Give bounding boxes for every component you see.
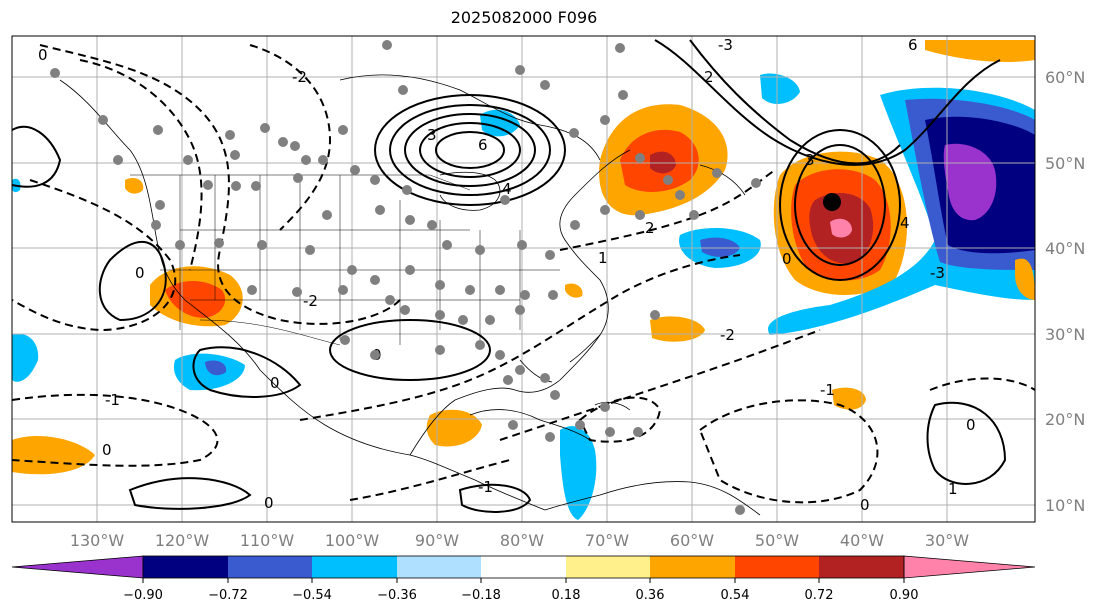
lat-tick-label: 20°N [1045,410,1085,429]
lat-tick-label: 30°N [1045,325,1085,344]
colorbar-tick-label: 0.72 [805,588,834,603]
colorbar-tick-label: 0.54 [721,588,750,603]
lat-axis: 60°N 50°N 40°N 30°N 20°N 10°N [1045,68,1085,515]
colorbar-tick-label: −0.18 [461,588,501,603]
colorbar-tick-label: −0.36 [377,588,417,603]
contour-label: -2 [292,68,307,86]
colorbar-segment [143,556,228,578]
contour-label: -2 [720,326,735,344]
contour-label: -1 [105,391,120,409]
contour-label: -3 [930,264,945,282]
lon-tick-label: 100°W [325,531,380,550]
contour-label: 4 [900,214,910,232]
colorbar-tick-label: 0.90 [890,588,919,603]
contour-label: -1 [478,478,493,496]
colorbar-tick-label: −0.72 [208,588,248,603]
lon-tick-label: 130°W [70,531,125,550]
contour-label: 0 [38,46,48,64]
lon-tick-label: 80°W [500,531,544,550]
contour-label: 0 [264,494,274,512]
contour-label: 0 [135,264,145,282]
contours [12,39,1007,513]
contour-label: 2 [645,219,655,237]
lon-tick-label: 50°W [755,531,799,550]
colorbar-segment [481,556,566,578]
lon-tick-label: 90°W [415,531,459,550]
contour-labels: 0 -2 6 3 4 -3 2 3 2 1 0 -2 0 0 -1 0 0 -1… [38,36,976,514]
contour-label: 1 [598,249,608,267]
contour-label: 0 [860,496,870,514]
contour-label: -3 [718,36,733,54]
colorbar-segment [735,556,819,578]
colorbar-segment [312,556,397,578]
contour-label: 0 [782,250,792,268]
lat-tick-label: 40°N [1045,239,1085,258]
colorbar-tick-label: −0.54 [292,588,332,603]
map-frame [11,35,1036,523]
lon-axis: 130°W 120°W 110°W 100°W 90°W 80°W 70°W 6… [70,531,969,550]
station-dots [50,40,761,515]
storm-center-marker [823,193,841,211]
lat-tick-label: 60°N [1045,68,1085,87]
colorbar-segment [650,556,735,578]
colorbar-tick-label: −0.90 [123,588,163,603]
lon-tick-label: 40°W [840,531,884,550]
colorbar-segment [228,556,312,578]
contour-label: 0 [270,374,280,392]
map-title: 2025082000 F096 [450,8,598,27]
lon-tick-label: 70°W [585,531,629,550]
lon-tick-label: 120°W [155,531,210,550]
colorbar-extend-high [903,555,1036,579]
colorbar-segment [819,556,904,578]
colorbar-tick-label: 0.36 [636,588,665,603]
contour-label: 4 [502,180,512,198]
contour-label: 0 [102,441,112,459]
lon-tick-label: 110°W [240,531,295,550]
lon-tick-label: 30°W [925,531,969,550]
colorbar-segment [566,556,650,578]
contour-label: 0 [966,416,976,434]
colorbar-extend-low [11,555,144,579]
contour-label: -1 [820,381,835,399]
contour-label: -2 [303,292,318,310]
colorbar: −0.90 −0.72 −0.54 −0.36 −0.18 0.18 0.36 … [11,555,1036,603]
contour-label: 1 [948,480,958,498]
contour-label: 3 [805,151,815,169]
contour-label: 6 [478,136,488,154]
lat-tick-label: 10°N [1045,496,1085,515]
contour-label: 2 [704,68,714,86]
map-panel: 0 -2 6 3 4 -3 2 3 2 1 0 -2 0 0 -1 0 0 -1… [12,36,1035,522]
colorbar-tick-label: 0.18 [552,588,581,603]
lon-tick-label: 60°W [670,531,714,550]
contour-label: 3 [427,126,437,144]
colorbar-segment [397,556,481,578]
contour-label: 6 [908,36,918,54]
lat-tick-label: 50°N [1045,154,1085,173]
